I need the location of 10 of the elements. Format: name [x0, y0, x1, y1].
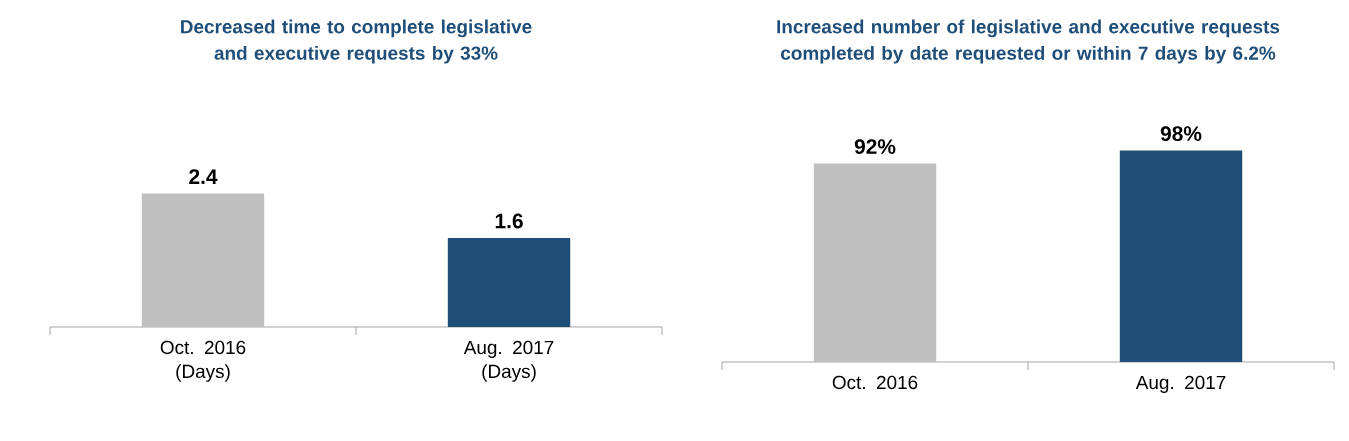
- chart-title: Increased number of legislative and executive requests completed by date requested or within 7 days by 6.2%: [777, 19, 1280, 64]
- data-label: 98%: [1160, 126, 1202, 142]
- x-tick-label: Aug. 2017: [1135, 375, 1226, 393]
- x-tick-label: Oct. 2016: [832, 375, 918, 390]
- x-tick-label: Oct. 2016 (Days): [160, 340, 246, 382]
- data-label: 92%: [854, 139, 896, 154]
- data-label: 1.6: [495, 213, 523, 229]
- data-label: 2.4: [189, 169, 218, 184]
- x-tick-label: Aug. 2017 (Days): [463, 340, 554, 382]
- chart-title: Decreased time to complete legislative and executive requests by 33%: [181, 19, 532, 64]
